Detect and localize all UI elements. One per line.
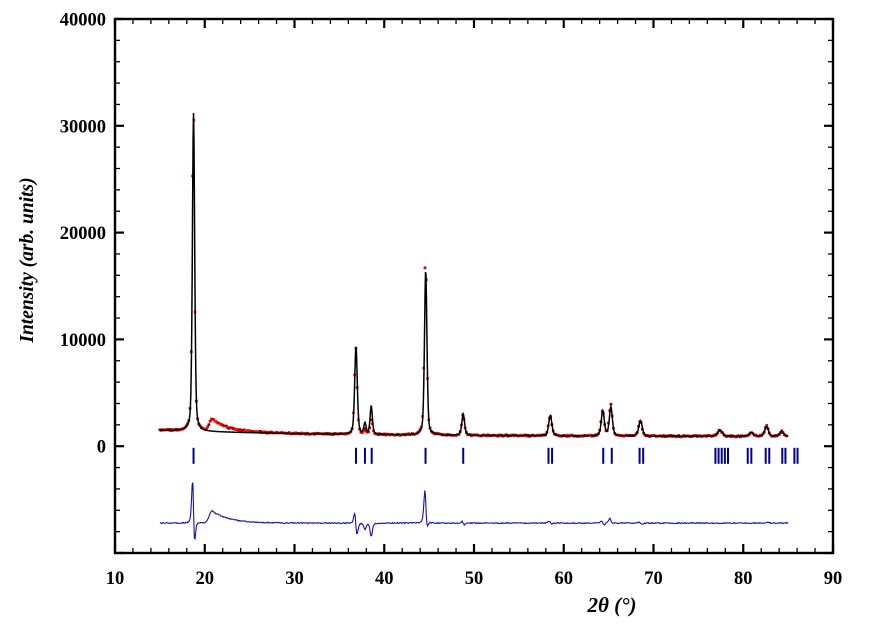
calculated-series [159, 112, 789, 437]
observed-series [158, 118, 789, 439]
svg-text:40000: 40000 [60, 11, 106, 31]
x-axis-ticks [113, 19, 835, 553]
svg-text:20000: 20000 [60, 224, 106, 244]
y-axis-ticks [115, 17, 833, 555]
svg-text:40: 40 [375, 569, 394, 589]
bragg-ticks [192, 447, 799, 464]
svg-text:50: 50 [465, 569, 484, 589]
svg-text:80: 80 [734, 569, 753, 589]
svg-text:90: 90 [824, 569, 843, 589]
svg-text:30000: 30000 [60, 117, 106, 137]
svg-text:0: 0 [97, 438, 106, 458]
svg-text:70: 70 [644, 569, 663, 589]
svg-text:20: 20 [196, 569, 215, 589]
difference-series [159, 482, 789, 541]
y-axis-title: Intensity (arb. units) [17, 177, 38, 343]
x-tick-labels: 10 20 30 40 50 60 70 80 90 [106, 569, 843, 589]
svg-text:60: 60 [555, 569, 574, 589]
svg-text:30: 30 [285, 569, 304, 589]
svg-text:10000: 10000 [60, 331, 106, 351]
plot-frame [113, 17, 835, 555]
svg-text:10: 10 [106, 569, 125, 589]
y-tick-labels: 0 10000 20000 30000 40000 [60, 11, 106, 458]
x-axis-title: 2θ (°) [586, 593, 636, 617]
